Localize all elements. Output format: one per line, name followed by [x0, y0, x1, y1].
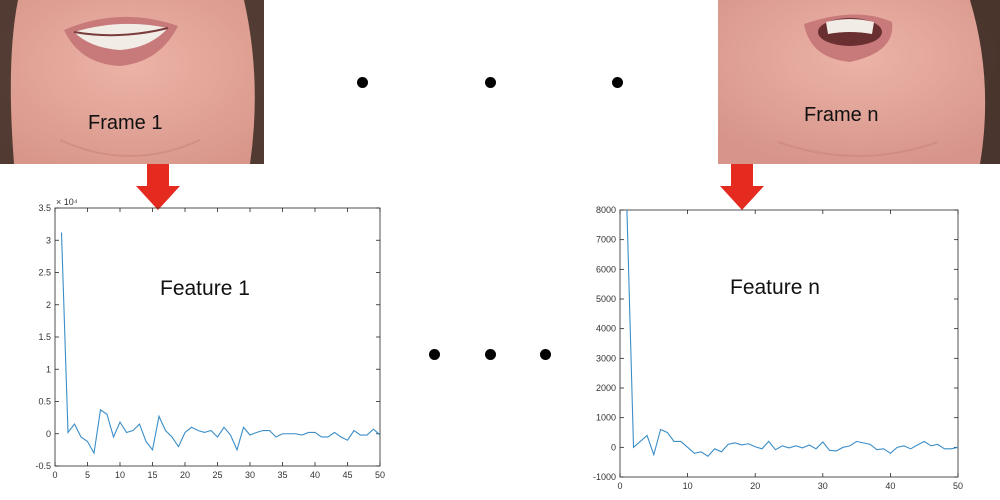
- feature-1-x-tick-label: 45: [342, 470, 352, 480]
- feature-1-label: Feature 1: [160, 277, 250, 300]
- feature-n-x-tick-label: 0: [617, 481, 622, 491]
- frame-n-image: Frame n: [718, 0, 1000, 164]
- arrow-down-frame-n: [720, 164, 764, 210]
- feature-n-x-tick-label: 20: [750, 481, 760, 491]
- ellipsis-dot-top-2: [485, 77, 496, 88]
- feature-1-series: [60, 232, 380, 455]
- feature-n-y-tick-label: 0: [611, 442, 616, 452]
- ellipsis-dot-bottom-3: [540, 349, 551, 360]
- feature-1-y-tick-label: 1: [46, 364, 51, 374]
- feature-1-x-tick-label: 15: [147, 470, 157, 480]
- feature-1-x-tick-label: 5: [85, 470, 90, 480]
- feature-n-label: Feature n: [730, 276, 820, 299]
- feature-1-exponent-label: × 10⁴: [56, 197, 78, 207]
- feature-1-axes-box: [54, 207, 381, 467]
- feature-n-y-tick-label: 5000: [596, 294, 616, 304]
- ellipsis-dot-bottom-1: [429, 349, 440, 360]
- feature-1-series-line: [60, 232, 380, 455]
- feature-1-y-tick-label: 3.5: [38, 203, 51, 213]
- feature-1-y-tick-label: -0.5: [35, 461, 51, 471]
- feature-n-series: [626, 210, 958, 457]
- feature-n-x-tick-label: 50: [953, 481, 963, 491]
- feature-n-axes-box: [619, 209, 959, 478]
- feature-1-axes: [54, 207, 381, 467]
- feature-n-x-tick-label: 10: [683, 481, 693, 491]
- feature-1-x-tick-label: 40: [310, 470, 320, 480]
- feature-1-x-tick-label: 35: [277, 470, 287, 480]
- ellipsis-dot-top-1: [357, 77, 368, 88]
- frame-1-label: Frame 1: [88, 112, 163, 134]
- feature-n-x-tick-label: 40: [885, 481, 895, 491]
- feature-1-ticks: 0 5 10 15 20 25 30 35 40 45 50-0.500.511.522.533.5: [35, 203, 385, 480]
- arrow-down-frame-1: [136, 164, 180, 210]
- feature-1-x-tick-label: 10: [115, 470, 125, 480]
- feature-n-y-tick-label: 8000: [596, 205, 616, 215]
- feature-n-y-tick-label: 1000: [596, 413, 616, 423]
- feature-n-y-tick-label: 6000: [596, 264, 616, 274]
- feature-1-y-tick-label: 2: [46, 300, 51, 310]
- frame-n-mouth-illustration: [718, 0, 1000, 164]
- frame-1-image: Frame 1: [0, 0, 264, 164]
- feature-1-y-tick-label: 0.5: [38, 397, 51, 407]
- ellipsis-dot-top-3: [612, 77, 623, 88]
- feature-n-axes: [619, 209, 959, 478]
- feature-n-series-line: [626, 210, 958, 457]
- ellipsis-dot-bottom-2: [485, 349, 496, 360]
- frame-1-mouth-illustration: [0, 0, 264, 164]
- feature-1-x-tick-label: 0: [52, 470, 57, 480]
- feature-1-x-tick-label: 25: [212, 470, 222, 480]
- feature-n-x-tick-label: 30: [818, 481, 828, 491]
- feature-n-y-tick-label: 7000: [596, 235, 616, 245]
- feature-1-x-tick-label: 50: [375, 470, 385, 480]
- feature-n-y-tick-label: 2000: [596, 383, 616, 393]
- feature-n-y-tick-label: 3000: [596, 353, 616, 363]
- feature-n-ticks: 0 10 20 30 40 50-1000010002000300040005000600…: [593, 205, 963, 491]
- feature-1-plot: 0 5 10 15 20 25 30 35 40 45 50-0.500.511.522.533.5…: [35, 197, 385, 480]
- feature-1-x-tick-label: 20: [180, 470, 190, 480]
- feature-n-y-tick-label: -1000: [593, 472, 616, 482]
- feature-1-y-tick-label: 3: [46, 235, 51, 245]
- feature-1-y-tick-label: 1.5: [38, 332, 51, 342]
- frame-n-label: Frame n: [804, 104, 879, 126]
- feature-1-y-tick-label: 2.5: [38, 268, 51, 278]
- feature-n-y-tick-label: 4000: [596, 324, 616, 334]
- feature-1-y-tick-label: 0: [46, 429, 51, 439]
- feature-1-x-tick-label: 30: [245, 470, 255, 480]
- feature-n-plot: 0 10 20 30 40 50-1000010002000300040005000600…: [593, 205, 963, 491]
